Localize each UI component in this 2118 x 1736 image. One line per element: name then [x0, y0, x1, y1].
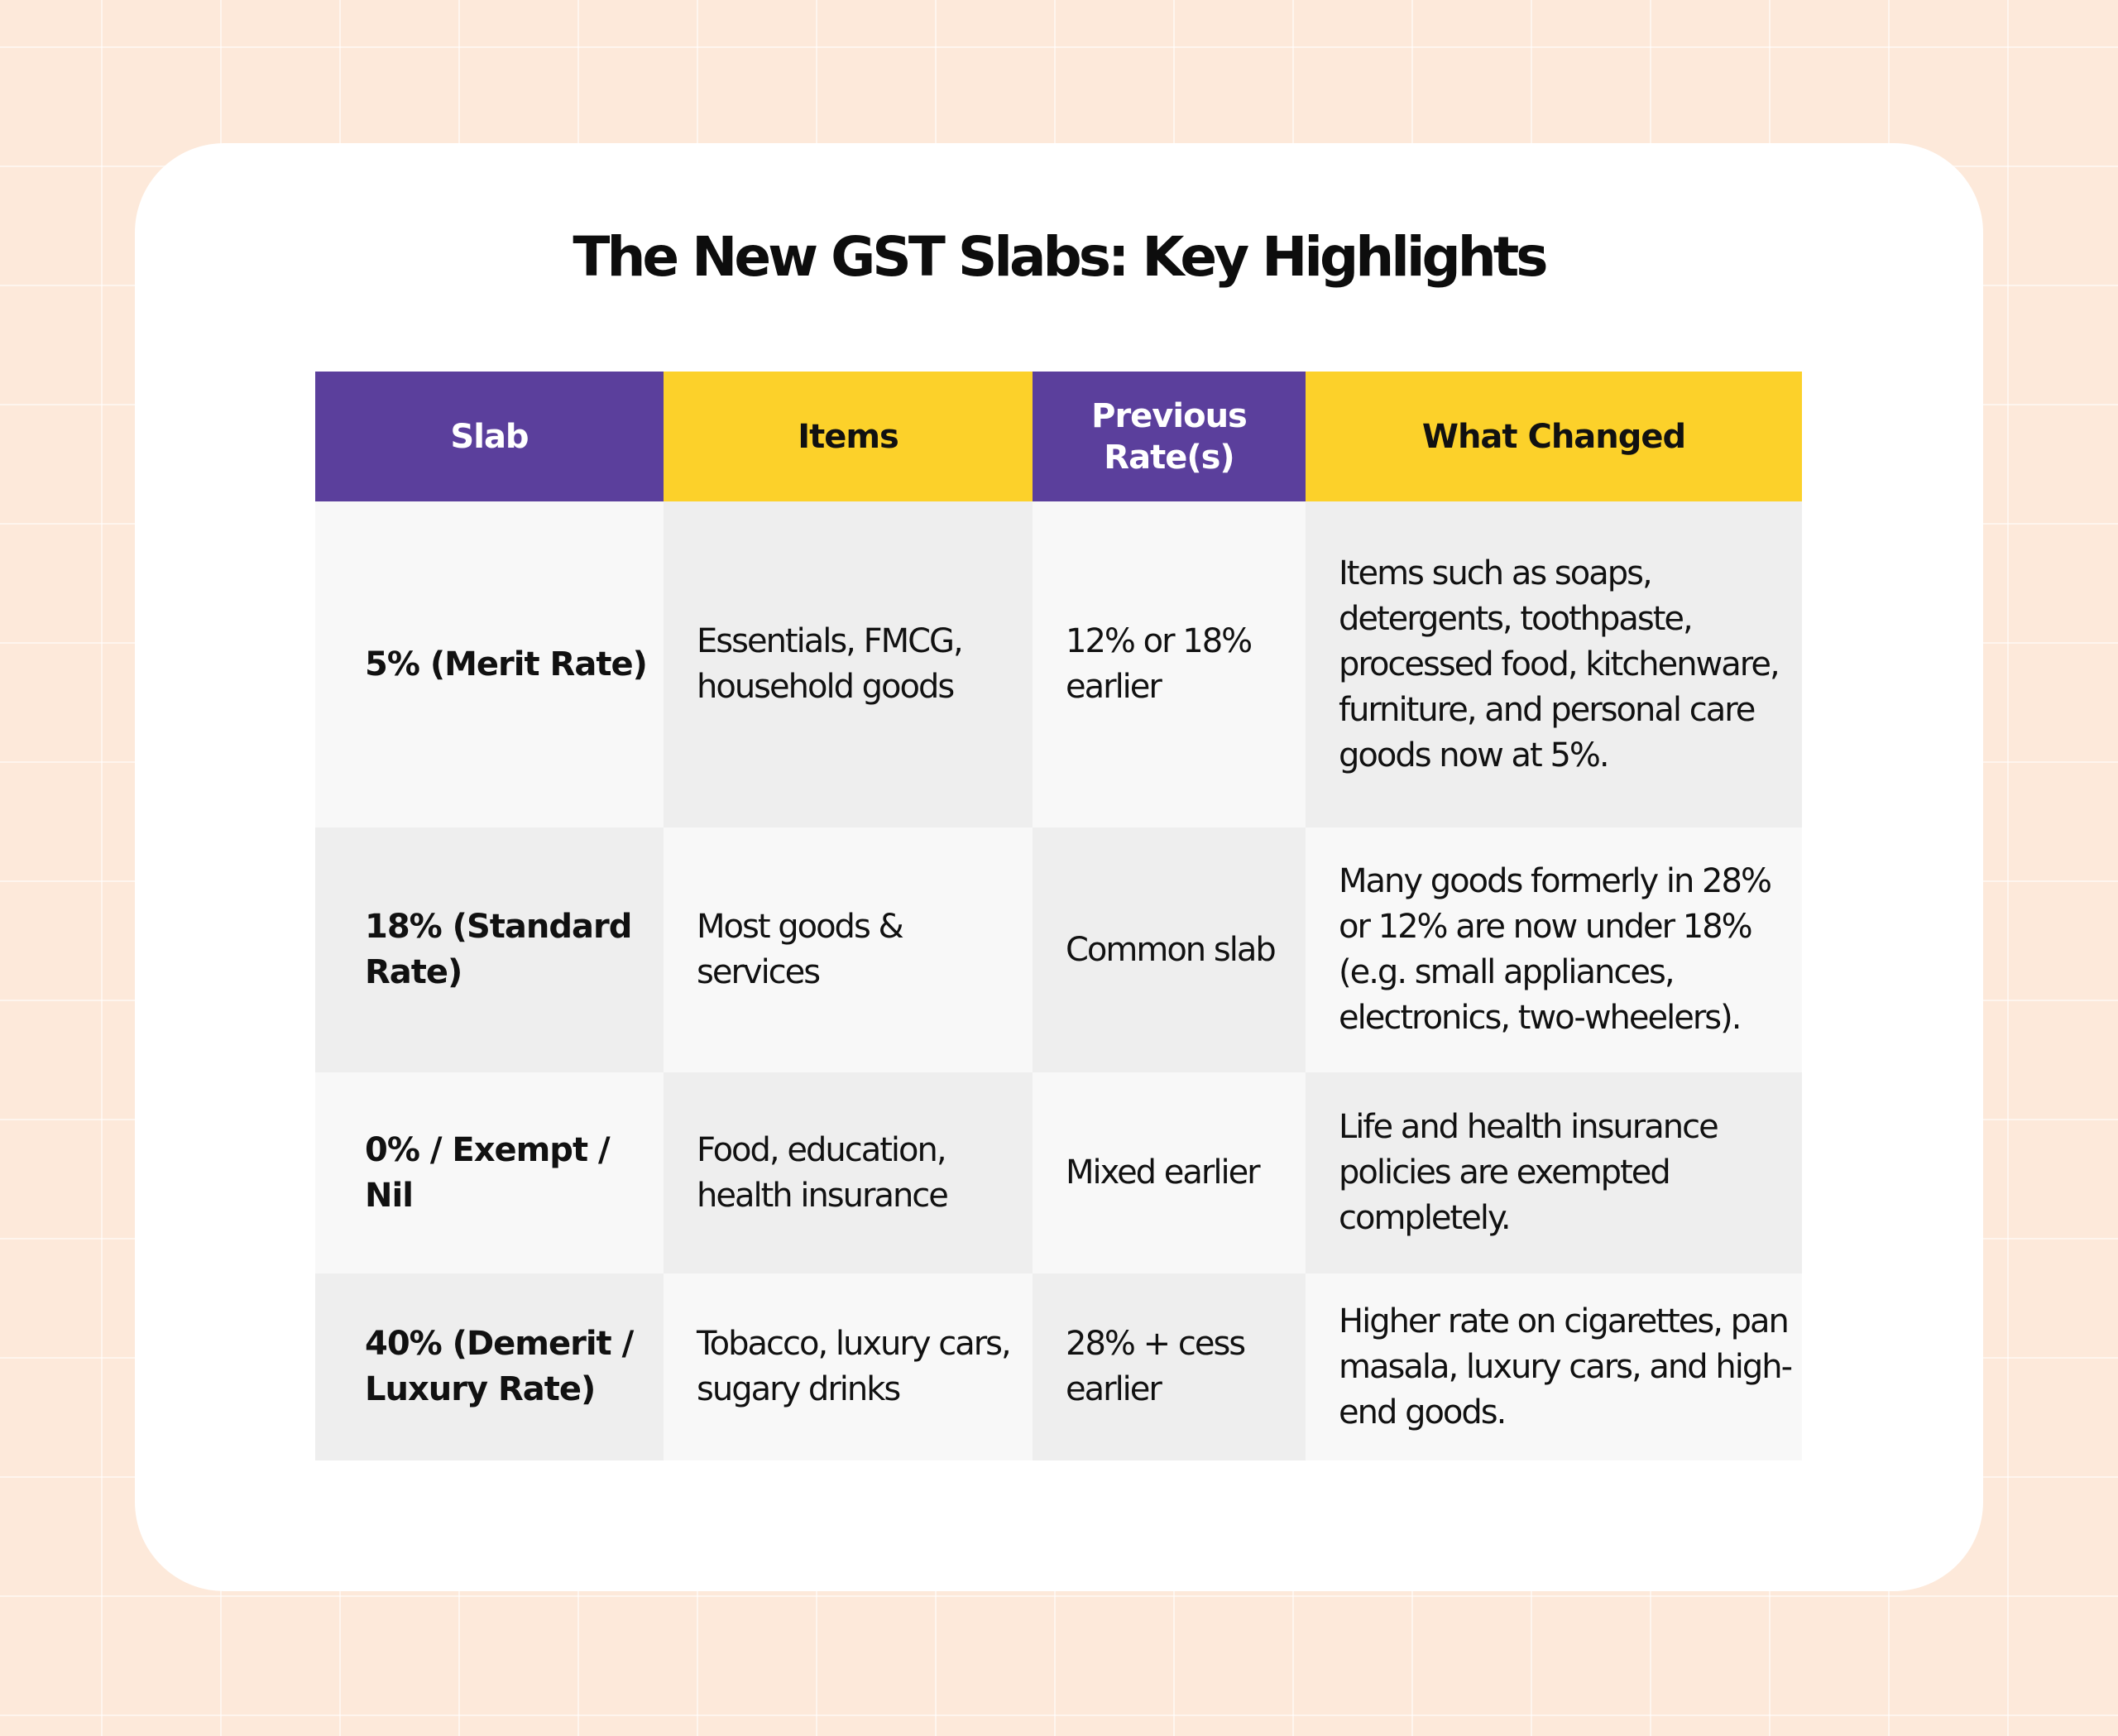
- items-cell: Food, education, health insurance: [664, 1072, 1033, 1273]
- previous-rates-cell: 28% + cess earlier: [1033, 1273, 1306, 1460]
- header-items: Items: [664, 372, 1033, 501]
- header-slab: Slab: [315, 372, 664, 501]
- table-row: 0% / Exempt / Nil Food, education, healt…: [315, 1072, 1802, 1273]
- slab-cell: 18% (Standard Rate): [315, 827, 664, 1072]
- items-cell: Tobacco, luxury cars, sugary drinks: [664, 1273, 1033, 1460]
- page-title: The New GST Slabs: Key Highlights: [573, 225, 1548, 289]
- what-changed-cell: Items such as soaps, detergents, toothpa…: [1306, 501, 1802, 827]
- what-changed-cell: Life and health insurance policies are e…: [1306, 1072, 1802, 1273]
- items-cell: Essentials, FMCG, household goods: [664, 501, 1033, 827]
- slab-cell: 5% (Merit Rate): [315, 501, 664, 827]
- table-row: 18% (Standard Rate) Most goods & service…: [315, 827, 1802, 1072]
- header-previous-rates: Previous Rate(s): [1033, 372, 1306, 501]
- slab-cell: 0% / Exempt / Nil: [315, 1072, 664, 1273]
- table-row: 40% (Demerit / Luxury Rate) Tobacco, lux…: [315, 1273, 1802, 1460]
- items-cell: Most goods & services: [664, 827, 1033, 1072]
- previous-rates-cell: Mixed earlier: [1033, 1072, 1306, 1273]
- previous-rates-cell: 12% or 18% earlier: [1033, 501, 1306, 827]
- slab-cell: 40% (Demerit / Luxury Rate): [315, 1273, 664, 1460]
- header-what-changed: What Changed: [1306, 372, 1802, 501]
- previous-rates-cell: Common slab: [1033, 827, 1306, 1072]
- table-header-row: Slab Items Previous Rate(s) What Changed: [315, 372, 1802, 501]
- gst-slabs-table: Slab Items Previous Rate(s) What Changed…: [315, 372, 1802, 1460]
- what-changed-cell: Many goods formerly in 28% or 12% are no…: [1306, 827, 1802, 1072]
- table-row: 5% (Merit Rate) Essentials, FMCG, househ…: [315, 501, 1802, 827]
- what-changed-cell: Higher rate on cigarettes, pan masala, l…: [1306, 1273, 1802, 1460]
